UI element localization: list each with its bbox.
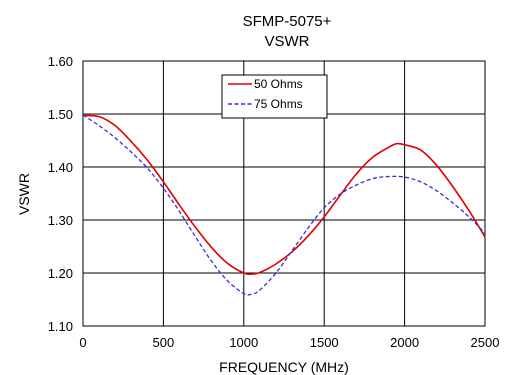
y-tick-label: 1.50 xyxy=(48,107,73,122)
series-layer xyxy=(82,114,486,296)
x-axis-ticks: 0 500 1000 1500 2000 2500 xyxy=(79,335,499,350)
y-tick-label: 1.60 xyxy=(48,54,73,69)
x-tick-label: 1000 xyxy=(229,335,258,350)
x-tick-label: 500 xyxy=(153,335,175,350)
legend-label: 75 Ohms xyxy=(254,97,303,111)
y-tick-label: 1.30 xyxy=(48,213,73,228)
chart-subtitle: VSWR xyxy=(265,33,310,50)
series-line-50-ohms xyxy=(82,114,486,276)
x-tick-label: 2500 xyxy=(471,335,500,350)
chart-title: SFMP-5075+ xyxy=(243,13,332,30)
plot-frame xyxy=(82,60,486,327)
legend-box xyxy=(221,74,328,119)
series-line-75-ohms xyxy=(82,114,486,296)
x-tick-label: 2000 xyxy=(390,335,419,350)
x-tick-label: 1500 xyxy=(310,335,339,350)
legend-label: 50 Ohms xyxy=(254,77,303,91)
legend: 50 Ohms 75 Ohms xyxy=(221,74,328,119)
y-axis-title: VSWR xyxy=(16,173,32,215)
y-tick-label: 1.20 xyxy=(48,266,73,281)
x-tick-label: 0 xyxy=(79,335,86,350)
y-tick-label: 1.40 xyxy=(48,160,73,175)
y-tick-label: 1.10 xyxy=(48,319,73,334)
x-axis-title: FREQUENCY (MHz) xyxy=(219,359,349,375)
y-axis-ticks: 1.10 1.20 1.30 1.40 1.50 1.60 xyxy=(48,54,73,334)
